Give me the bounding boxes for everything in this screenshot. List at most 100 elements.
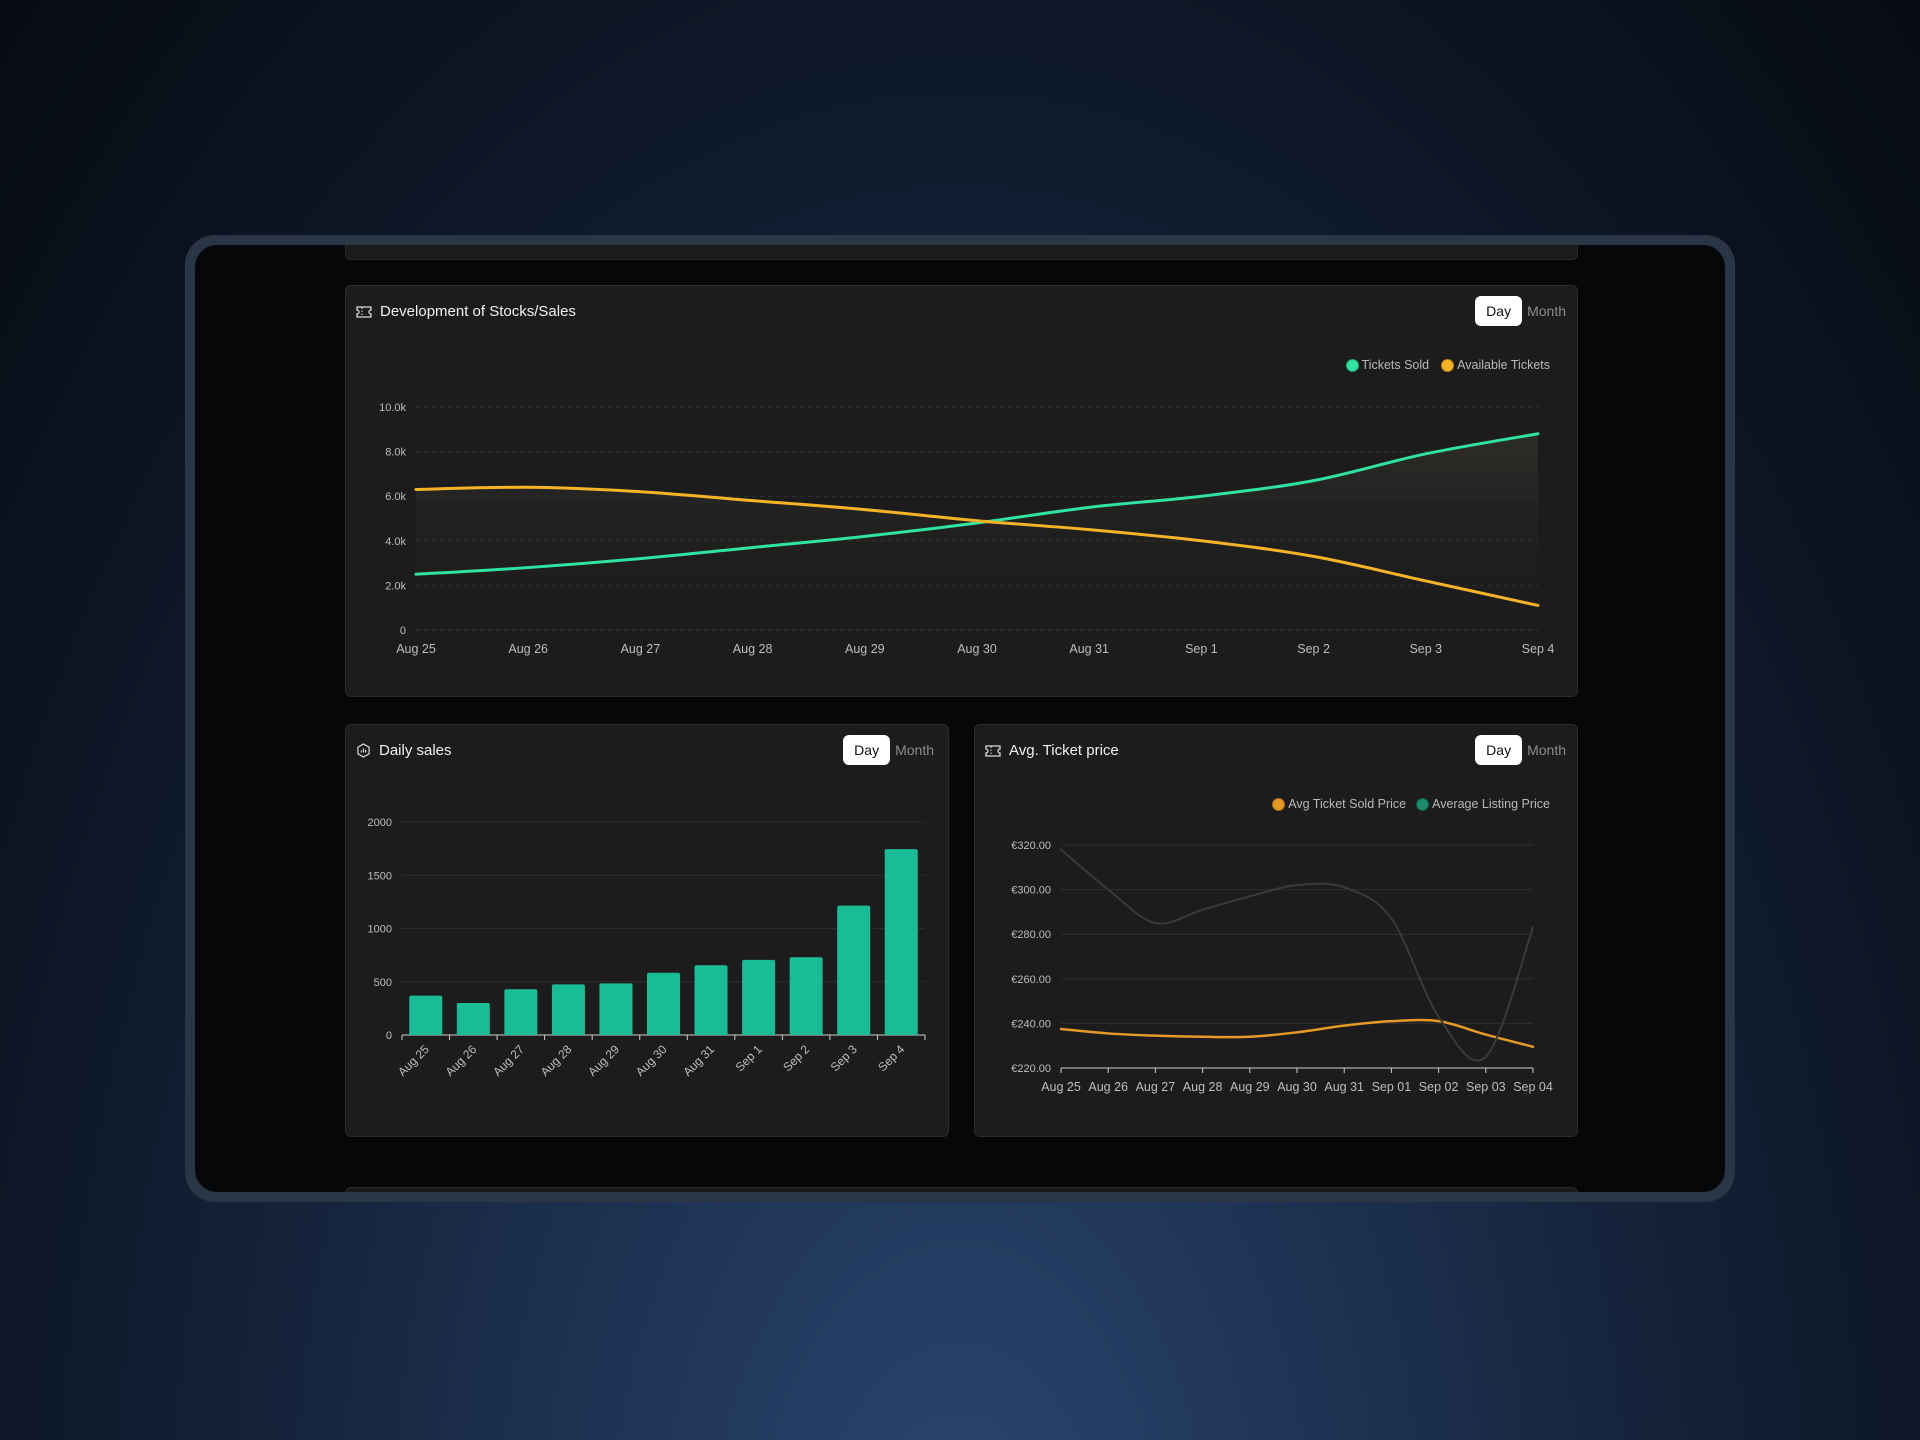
series-line <box>414 485 1540 607</box>
data-point <box>1199 494 1203 498</box>
data-point <box>526 566 530 570</box>
bar <box>456 1003 490 1035</box>
x-tick-label: Sep 03 <box>1466 1080 1506 1094</box>
chart-legend: Avg Ticket Sold Price Average Listing Pr… <box>1272 797 1550 811</box>
x-tick-label: Aug 28 <box>733 642 773 656</box>
toggle-month-button[interactable]: Month <box>1527 303 1566 319</box>
x-tick-label: Aug 27 <box>621 642 661 656</box>
ticket-icon <box>356 305 372 318</box>
period-toggle: Day Month <box>1475 735 1576 765</box>
card-title: Avg. Ticket price <box>1009 742 1119 759</box>
data-point <box>1536 603 1540 607</box>
series-area <box>416 433 1538 630</box>
data-point <box>638 490 642 494</box>
y-tick-label: 0 <box>400 625 406 637</box>
x-tick-label: Sep 3 <box>1409 642 1442 656</box>
x-tick-label: Aug 30 <box>1277 1080 1317 1094</box>
data-point <box>863 534 867 538</box>
x-tick-label: Sep 2 <box>780 1042 812 1074</box>
data-point <box>751 499 755 503</box>
data-point <box>1424 579 1428 583</box>
bar <box>837 905 871 1035</box>
data-point <box>751 545 755 549</box>
x-tick-label: Aug 30 <box>957 642 997 656</box>
bar <box>884 849 918 1035</box>
y-tick-label: €260.00 <box>1011 974 1051 986</box>
data-point <box>414 572 418 576</box>
legend-dot <box>1416 797 1430 811</box>
series-line <box>1060 848 1534 1062</box>
data-point <box>1424 452 1428 456</box>
x-tick-label: Aug 27 <box>490 1042 527 1079</box>
x-tick-label: Aug 29 <box>845 642 885 656</box>
bar <box>504 989 538 1035</box>
y-tick-label: 8.0k <box>385 447 406 459</box>
y-tick-label: €240.00 <box>1011 1018 1051 1030</box>
bar <box>694 965 728 1035</box>
bar <box>409 995 443 1035</box>
next-card-stub <box>345 1187 1578 1192</box>
bar-chart-icon <box>357 743 370 758</box>
daily-sales-card: Daily sales Day Month 0 500 1000 1500 2000 Au… <box>345 724 949 1137</box>
data-point <box>526 485 530 489</box>
y-tick-label: 10.0k <box>379 402 406 414</box>
y-tick-label: €320.00 <box>1011 840 1051 852</box>
x-tick-label: Aug 30 <box>633 1042 670 1079</box>
tablet-frame: Development of Stocks/Sales Day Month Ti… <box>185 235 1735 1202</box>
data-point <box>1199 539 1203 543</box>
legend-item-avg-ticket-sold-price[interactable]: Avg Ticket Sold Price <box>1272 797 1406 811</box>
legend-label: Average Listing Price <box>1432 797 1550 811</box>
dashboard-screen: Development of Stocks/Sales Day Month Ti… <box>195 245 1725 1192</box>
x-tick-label: Sep 4 <box>875 1042 907 1074</box>
x-tick-label: Sep 3 <box>828 1042 860 1074</box>
y-tick-label: 2.0k <box>385 580 406 592</box>
x-tick-label: Sep 2 <box>1297 642 1330 656</box>
y-tick-label: 4.0k <box>385 536 406 548</box>
avg-ticket-price-chart: €220.00 €240.00 €260.00 €280.00 €300.00 €320.… <box>1011 840 1553 1094</box>
legend-dot <box>1272 797 1286 811</box>
legend-item-available-tickets[interactable]: Available Tickets <box>1441 358 1550 372</box>
daily-sales-header: Daily sales <box>356 742 452 759</box>
period-toggle: Day Month <box>843 735 944 765</box>
y-tick-label: €300.00 <box>1011 885 1051 897</box>
y-tick-label: 500 <box>374 977 392 989</box>
y-tick-label: 1000 <box>368 924 392 936</box>
toggle-month-button[interactable]: Month <box>1527 742 1566 758</box>
x-tick-label: Aug 26 <box>443 1042 480 1079</box>
legend-dot <box>1441 358 1455 372</box>
data-point <box>1536 432 1540 436</box>
x-tick-label: Sep 1 <box>1185 642 1218 656</box>
x-tick-label: Aug 25 <box>396 642 436 656</box>
x-tick-label: Aug 31 <box>680 1042 717 1079</box>
x-tick-label: Aug 28 <box>538 1042 575 1079</box>
x-tick-label: Aug 31 <box>1324 1080 1364 1094</box>
legend-item-average-listing-price[interactable]: Average Listing Price <box>1416 797 1550 811</box>
x-tick-label: Aug 26 <box>508 642 548 656</box>
legend-label: Tickets Sold <box>1361 358 1430 372</box>
bar <box>789 957 823 1035</box>
y-tick-label: €280.00 <box>1011 929 1051 941</box>
x-tick-label: Sep 01 <box>1372 1080 1412 1094</box>
x-tick-label: Aug 27 <box>1136 1080 1176 1094</box>
data-point <box>638 557 642 561</box>
toggle-day-button[interactable]: Day <box>1475 296 1523 326</box>
bar <box>599 983 633 1035</box>
avg-ticket-price-card: Avg. Ticket price Day Month Avg Ticket S… <box>974 724 1578 1137</box>
card-title: Daily sales <box>379 742 452 759</box>
y-tick-label: 1500 <box>368 870 392 882</box>
toggle-day-button[interactable]: Day <box>1475 735 1523 765</box>
data-point <box>1087 505 1091 509</box>
data-point <box>1312 479 1316 483</box>
x-tick-label: Sep 4 <box>1522 642 1555 656</box>
y-tick-label: 2000 <box>368 817 392 829</box>
series-line <box>414 432 1540 576</box>
legend-item-tickets-sold[interactable]: Tickets Sold <box>1345 358 1430 372</box>
toggle-month-button[interactable]: Month <box>895 742 934 758</box>
y-tick-label: 0 <box>386 1030 392 1042</box>
period-toggle: Day Month <box>1475 296 1576 326</box>
x-tick-label: Sep 02 <box>1419 1080 1459 1094</box>
x-tick-label: Sep 04 <box>1513 1080 1553 1094</box>
stocks-sales-chart: 0 2.0k 4.0k 6.0k 8.0k 10.0k Aug 25 Aug 26 Aug 27… <box>379 402 1555 656</box>
x-tick-label: Aug 25 <box>1041 1080 1081 1094</box>
toggle-day-button[interactable]: Day <box>843 735 891 765</box>
